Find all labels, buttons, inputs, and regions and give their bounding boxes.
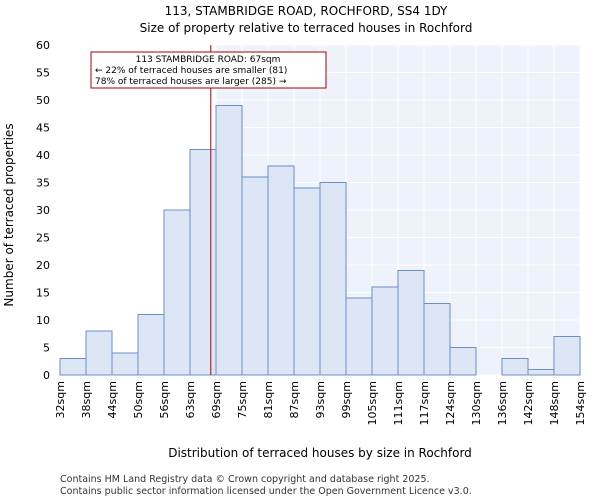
x-tick-label: 50sqm: [132, 381, 145, 418]
y-tick-label: 10: [36, 314, 50, 327]
bar-69sqm: [215, 105, 243, 376]
y-tick-label: 5: [43, 342, 50, 355]
x-tick-label: 142sqm: [522, 381, 535, 425]
bar-75sqm: [241, 176, 269, 376]
annotation-line-2: ← 22% of terraced houses are smaller (81…: [95, 66, 287, 76]
y-tick-label: 20: [36, 259, 50, 272]
bar-136sqm: [501, 358, 529, 376]
bar-148sqm: [553, 336, 581, 376]
x-tick-label: 117sqm: [418, 381, 431, 425]
bar-56sqm: [163, 209, 191, 376]
x-tick-label: 38sqm: [80, 381, 93, 418]
y-axis-label: Number of terraced properties: [2, 123, 16, 306]
x-tick-label: 87sqm: [288, 381, 301, 418]
footer-line-2: Contains public sector information licen…: [60, 486, 472, 497]
bar-117sqm: [423, 303, 451, 376]
x-tick-label: 124sqm: [444, 381, 457, 425]
y-tick-label: 35: [36, 177, 50, 190]
y-tick-label: 40: [36, 149, 50, 162]
x-tick-label: 75sqm: [236, 381, 249, 418]
bar-87sqm: [293, 187, 321, 376]
annotation-box: 113 STAMBRIDGE ROAD: 67sqm ← 22% of terr…: [90, 51, 327, 89]
x-tick-label: 99sqm: [340, 381, 353, 418]
bar-142sqm: [527, 369, 555, 376]
x-tick-label: 136sqm: [496, 381, 509, 425]
x-tick-label: 32sqm: [54, 381, 67, 418]
x-tick-label: 56sqm: [158, 381, 171, 418]
y-axis-ticks: 0 5 10 15 20 25 30 35 40 45 50 55 60: [36, 39, 50, 382]
bar-99sqm: [345, 297, 373, 376]
x-tick-label: 44sqm: [106, 381, 119, 418]
y-tick-label: 25: [36, 232, 50, 245]
y-tick-label: 55: [36, 67, 50, 80]
bar-38sqm: [85, 330, 113, 376]
x-tick-label: 63sqm: [184, 381, 197, 418]
annotation-frame: [90, 51, 327, 89]
x-tick-label: 130sqm: [470, 381, 483, 425]
y-tick-label: 15: [36, 287, 50, 300]
x-tick-label: 105sqm: [366, 381, 379, 425]
annotation-line-1: 113 STAMBRIDGE ROAD: 67sqm: [136, 55, 281, 65]
chart-subtitle: Size of property relative to terraced ho…: [140, 21, 473, 35]
x-tick-label: 81sqm: [262, 381, 275, 418]
bar-63sqm: [189, 149, 217, 376]
x-axis-label: Distribution of terraced houses by size …: [168, 446, 472, 460]
bar-124sqm: [449, 347, 477, 376]
bar-111sqm: [397, 270, 425, 376]
bar-32sqm: [59, 358, 87, 376]
bar-50sqm: [137, 314, 165, 376]
x-tick-label: 148sqm: [548, 381, 561, 425]
annotation-line-3: 78% of terraced houses are larger (285) …: [95, 77, 287, 87]
bar-93sqm: [319, 182, 347, 376]
bars-group: [59, 105, 581, 376]
y-tick-label: 50: [36, 94, 50, 107]
y-tick-label: 0: [43, 369, 50, 382]
footer-line-1: Contains HM Land Registry data © Crown c…: [60, 474, 430, 485]
y-tick-label: 60: [36, 39, 50, 52]
bar-44sqm: [111, 352, 139, 376]
x-tick-label: 111sqm: [392, 381, 405, 425]
bar-105sqm: [371, 286, 399, 376]
y-tick-label: 30: [36, 204, 50, 217]
chart-title: 113, STAMBRIDGE ROAD, ROCHFORD, SS4 1DY: [165, 4, 448, 18]
x-axis-ticks: 32sqm 38sqm 44sqm 50sqm 56sqm 63sqm 69sqm 75sqm…: [54, 381, 587, 425]
x-tick-label: 93sqm: [314, 381, 327, 418]
x-tick-label: 154sqm: [574, 381, 587, 425]
y-tick-label: 45: [36, 122, 50, 135]
x-tick-label: 69sqm: [210, 381, 223, 418]
bar-81sqm: [267, 165, 295, 376]
